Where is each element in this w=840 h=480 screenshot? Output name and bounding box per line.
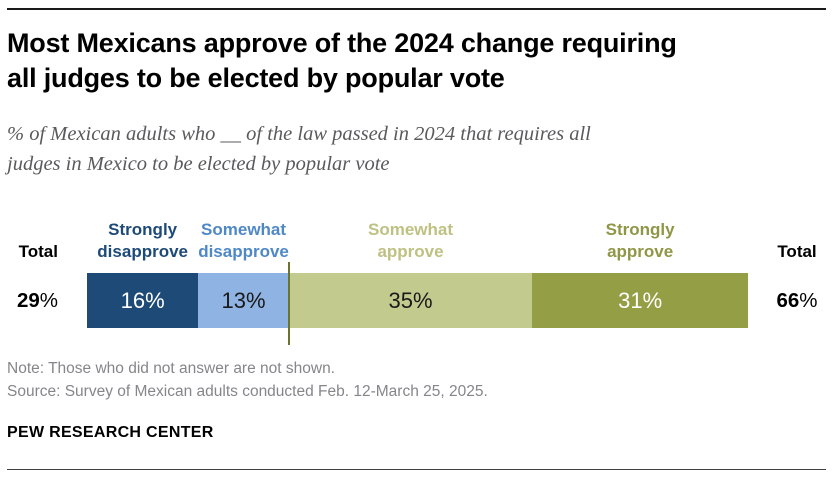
chart-title-line-2: all judges to be elected by popular vote xyxy=(7,63,505,93)
chart-title: Most Mexicans approve of the 2024 change… xyxy=(7,26,827,96)
category-header-strongly-approve: Strongly approve xyxy=(605,220,675,261)
chart-source: Source: Survey of Mexican adults conduct… xyxy=(7,383,488,400)
disapprove-approve-divider-line xyxy=(287,262,290,345)
total-header-right: Total xyxy=(777,241,817,261)
chart-subtitle-line-1: % of Mexican adults who __ of the law pa… xyxy=(7,123,591,145)
total-right-number: 66 xyxy=(776,288,800,312)
top-rule xyxy=(7,8,826,10)
total-value-left: 29% xyxy=(0,273,58,328)
bar-segment-strongly-approve: 31% xyxy=(532,273,748,328)
total-right-percent-sign: % xyxy=(799,288,818,312)
segment-value-label: 35% xyxy=(388,287,433,313)
category-header-strongly-disapprove: Strongly disapprove xyxy=(97,220,188,261)
total-header-left: Total xyxy=(18,241,58,261)
total-left-percent-sign: % xyxy=(39,288,58,312)
bottom-rule xyxy=(7,469,826,470)
category-header-somewhat-approve: Somewhat approve xyxy=(368,220,454,261)
segment-value-label: 13% xyxy=(221,287,266,313)
chart-subtitle-line-2: judges in Mexico to be elected by popula… xyxy=(7,153,390,175)
chart-subtitle: % of Mexican adults who __ of the law pa… xyxy=(7,119,817,179)
stacked-bar-chart: Total Total 29% 66% 16% Strongly disappro… xyxy=(0,205,840,350)
total-value-right: 66% xyxy=(756,273,838,328)
segment-value-label: 16% xyxy=(120,287,165,313)
bar-segment-somewhat-disapprove: 13% xyxy=(198,273,289,328)
pew-research-center-wordmark: PEW RESEARCH CENTER xyxy=(7,424,214,441)
segment-value-label: 31% xyxy=(618,287,663,313)
bar-segment-somewhat-approve: 35% xyxy=(288,273,533,328)
category-header-somewhat-disapprove: Somewhat disapprove xyxy=(198,220,289,261)
chart-title-line-1: Most Mexicans approve of the 2024 change… xyxy=(7,28,677,58)
bar-segment-strongly-disapprove: 16% xyxy=(87,273,199,328)
chart-note: Note: Those who did not answer are not s… xyxy=(7,360,335,377)
total-left-number: 29 xyxy=(16,288,40,312)
